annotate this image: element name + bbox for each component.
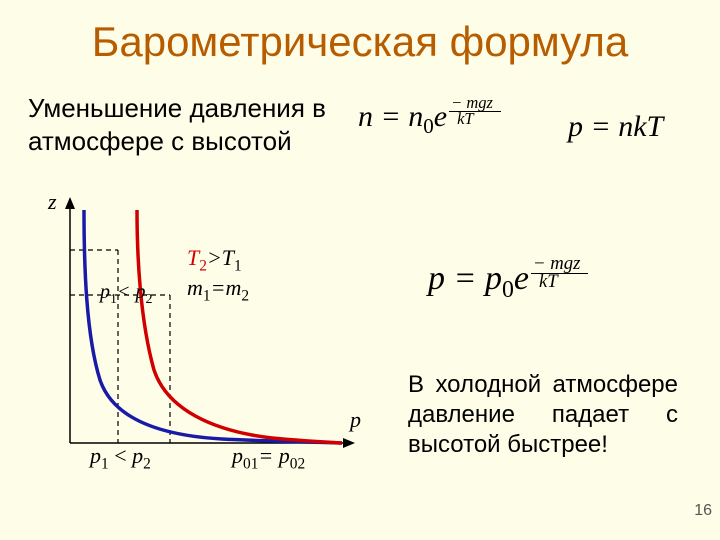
- caption-text: В холодной атмосфере давление падает с в…: [408, 370, 678, 460]
- pressure-height-chart: z p T2>T1 m1=m2 p1< p2 p1 < p2 p01= p02: [52, 195, 362, 475]
- annot-p1p2: p1< p2: [100, 281, 153, 308]
- chart-svg: [52, 195, 362, 475]
- formula-n: n = n0e− mgzkT: [358, 100, 501, 139]
- p-axis-label: p: [350, 407, 361, 433]
- page-number: 16: [694, 502, 712, 520]
- subtitle-line1: Уменьшение давления в: [28, 93, 326, 123]
- slide-title: Барометрическая формула: [0, 0, 720, 66]
- subtitle: Уменьшение давления в атмосфере с высото…: [28, 92, 326, 157]
- annot-bottom-p1p2: p1 < p2: [90, 443, 151, 473]
- z-axis-label: z: [48, 189, 57, 215]
- annot-temp-mass: T2>T1 m1=m2: [187, 245, 249, 306]
- subtitle-line2: атмосфере с высотой: [28, 126, 292, 156]
- formula-pnkt: p = nkT: [568, 110, 663, 144]
- formula-p: p = p0e− mgzkT: [428, 260, 588, 304]
- annot-bottom-p0: p01= p02: [232, 443, 305, 473]
